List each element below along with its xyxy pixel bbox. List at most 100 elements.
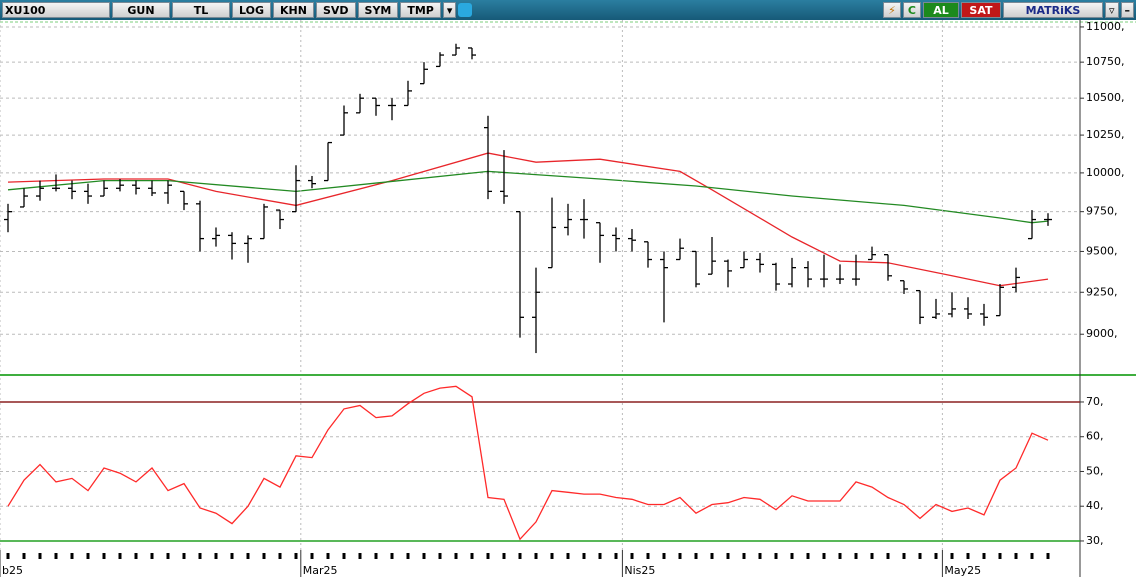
bar-marker — [6, 553, 10, 559]
bar-marker — [198, 553, 202, 559]
bar-marker — [214, 553, 218, 559]
refresh-icon[interactable]: C — [902, 2, 921, 18]
y-tick-label: 11000, — [1086, 20, 1125, 33]
bar-marker — [150, 553, 154, 559]
brand[interactable]: MATRiKS — [1002, 2, 1103, 18]
bar-marker — [326, 553, 330, 559]
bar-marker — [790, 553, 794, 559]
bar-marker — [774, 553, 778, 559]
bar-marker — [438, 553, 442, 559]
y-tick-label: 9750, — [1086, 205, 1118, 218]
y-tick-label: 70, — [1086, 395, 1104, 408]
x-tick-label: May25 — [944, 564, 981, 577]
chart: 11000, 10750, 10500, 10250, 10000, 9750, 9500,… — [0, 20, 1136, 577]
bar-marker — [22, 553, 26, 559]
toolbar-button[interactable]: LOG — [232, 2, 271, 18]
bar-marker — [70, 553, 74, 559]
bar-marker — [454, 553, 458, 559]
bar-marker — [886, 553, 890, 559]
bar-marker — [294, 553, 298, 559]
bar-marker — [742, 553, 746, 559]
flash-icon[interactable]: ⚡ — [883, 2, 901, 18]
y-tick-label: 9500, — [1086, 244, 1118, 257]
bar-marker — [870, 553, 874, 559]
series-line — [7, 385, 1049, 541]
bar-marker — [710, 553, 714, 559]
bar-marker — [934, 553, 938, 559]
bar-marker — [662, 553, 666, 559]
bar-marker — [854, 553, 858, 559]
bar-marker — [550, 553, 554, 559]
bar-marker — [822, 553, 826, 559]
x-tick-label: Mar25 — [303, 564, 338, 577]
toolbar-button[interactable]: KHN — [273, 2, 314, 18]
bar-marker — [278, 553, 282, 559]
bar-marker — [806, 553, 810, 559]
y-tick-label: 10500, — [1086, 91, 1125, 104]
toolbar-button[interactable]: TL — [172, 2, 230, 18]
bar-marker — [518, 553, 522, 559]
bar-marker — [374, 553, 378, 559]
toolbar-button[interactable]: TMP — [400, 2, 441, 18]
sell-button[interactable]: SAT — [960, 2, 1001, 18]
y-tick-label: 10000, — [1086, 166, 1125, 179]
bar-marker — [998, 553, 1002, 559]
window-control[interactable]: – — [1120, 2, 1134, 18]
toolbar: XU100 GUN TL LOG KHN SVD SYM TMP ▾ ⚡ C A… — [0, 0, 1136, 20]
series-line — [7, 152, 1049, 287]
bar-marker — [758, 553, 762, 559]
bar-marker — [614, 553, 618, 559]
bar-marker — [582, 553, 586, 559]
buy-button[interactable]: AL — [922, 2, 959, 18]
bar-marker — [566, 553, 570, 559]
bar-marker — [630, 553, 634, 559]
bar-marker — [54, 553, 58, 559]
y-tick-label: 60, — [1086, 430, 1104, 443]
bar-marker — [246, 553, 250, 559]
bar-marker — [134, 553, 138, 559]
bar-marker — [598, 553, 602, 559]
bar-marker — [982, 553, 986, 559]
bar-marker — [678, 553, 682, 559]
bar-marker — [38, 553, 42, 559]
bar-marker — [1030, 553, 1034, 559]
y-tick-label: 10250, — [1086, 128, 1125, 141]
bar-marker — [838, 553, 842, 559]
bar-marker — [1046, 553, 1050, 559]
series-line — [7, 170, 1049, 224]
bar-marker — [950, 553, 954, 559]
axis-background — [1080, 20, 1136, 577]
dropdown[interactable]: ▾ — [442, 2, 457, 18]
y-tick-label: 10750, — [1086, 55, 1125, 68]
bar-marker — [406, 553, 410, 559]
bar-marker — [182, 553, 186, 559]
bar-marker — [262, 553, 266, 559]
toolbar-button[interactable]: SVD — [315, 2, 356, 18]
bar-marker — [310, 553, 314, 559]
bar-marker — [534, 553, 538, 559]
bar-marker — [486, 553, 490, 559]
bar-marker — [502, 553, 506, 559]
y-tick-label: 9250, — [1086, 285, 1118, 298]
toolbar-button[interactable]: GUN — [112, 2, 170, 18]
bar-marker — [918, 553, 922, 559]
bar-marker — [470, 553, 474, 559]
y-tick-label: 40, — [1086, 499, 1104, 512]
bar-marker — [1014, 553, 1018, 559]
bar-marker — [230, 553, 234, 559]
y-tick-label: 30, — [1086, 534, 1104, 547]
bar-marker — [86, 553, 90, 559]
toolbar-button[interactable]: SYM — [357, 2, 399, 18]
bar-marker — [102, 553, 106, 559]
bar-marker — [694, 553, 698, 559]
bar-marker — [422, 553, 426, 559]
bar-marker — [342, 553, 346, 559]
symbol[interactable]: XU100 — [2, 2, 110, 18]
bar-marker — [966, 553, 970, 559]
window-control[interactable]: ▿ — [1104, 2, 1119, 18]
x-tick-label: b25 — [2, 564, 23, 577]
bar-marker — [358, 553, 362, 559]
twitter-icon[interactable] — [458, 3, 473, 17]
y-tick-label: 50, — [1086, 464, 1104, 477]
